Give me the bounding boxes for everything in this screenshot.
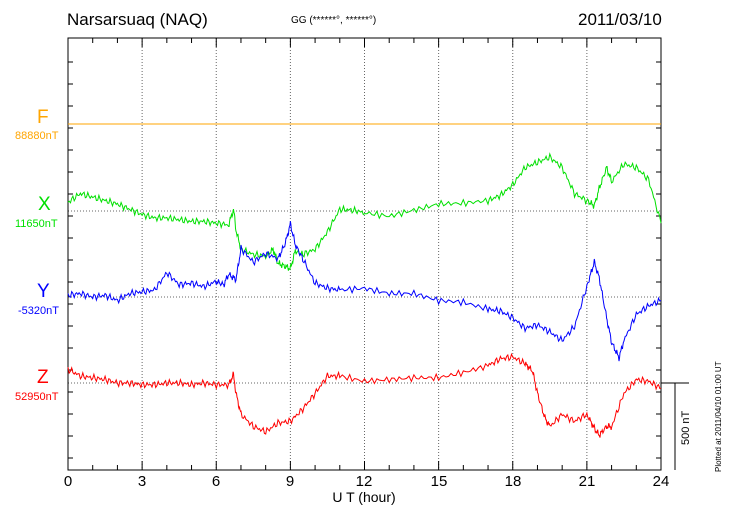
x-tick-label: 15 bbox=[430, 473, 448, 490]
x-tick-label: 0 bbox=[63, 473, 73, 490]
scale-bar bbox=[661, 382, 689, 470]
baseline-F: 88880nT bbox=[15, 130, 59, 142]
station-title: Narsarsuaq (NAQ) bbox=[67, 10, 208, 29]
x-tick-label: 24 bbox=[652, 473, 670, 490]
x-axis-label: U T (hour) bbox=[332, 489, 396, 505]
grid bbox=[68, 38, 661, 470]
label-X: X bbox=[38, 194, 51, 215]
series-lines bbox=[67, 123, 662, 438]
series-Y-line bbox=[67, 221, 662, 362]
label-F: F bbox=[37, 107, 49, 128]
x-tick-label: 3 bbox=[137, 473, 147, 490]
scale-bar-label: 500 nT bbox=[680, 410, 692, 445]
x-tick-label: 6 bbox=[211, 473, 221, 490]
label-Y: Y bbox=[37, 281, 50, 302]
x-tick-label: 21 bbox=[578, 473, 596, 490]
chart-date: 2011/03/10 bbox=[578, 10, 662, 29]
baseline-Y: -5320nT bbox=[18, 305, 59, 317]
x-tick-label: 18 bbox=[504, 473, 522, 490]
baseline-X: 11650nT bbox=[15, 218, 58, 230]
baseline-Z: 52950nT bbox=[15, 391, 59, 403]
label-Z: Z bbox=[37, 367, 49, 388]
series-X-line bbox=[67, 152, 662, 271]
x-tick-label: 12 bbox=[355, 473, 373, 490]
station-coordinates: GG (******°, ******°) bbox=[291, 15, 377, 26]
plotted-timestamp: Plotted at 2011/04/10 01:00 UT bbox=[714, 361, 723, 472]
x-tick-label: 9 bbox=[285, 473, 295, 490]
tick-marks bbox=[67, 38, 662, 470]
series-Z-line bbox=[67, 352, 662, 438]
